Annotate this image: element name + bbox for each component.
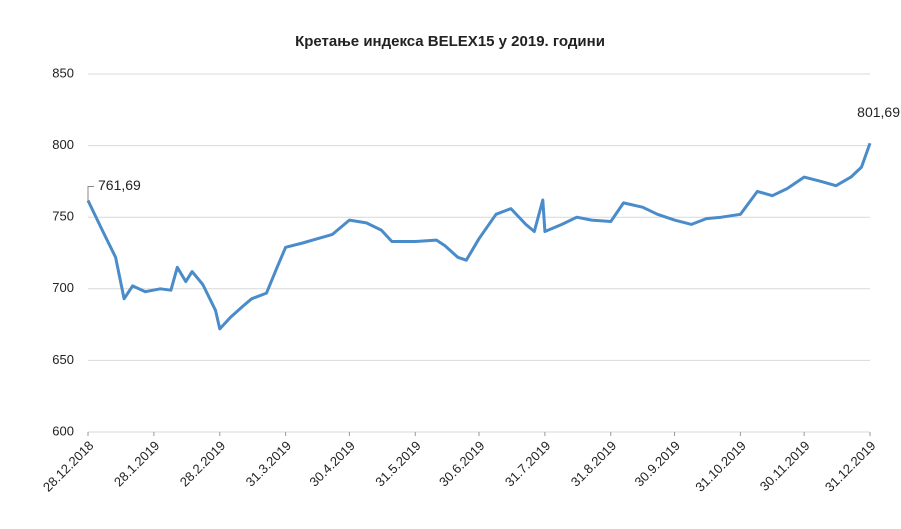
y-tick-label: 650 xyxy=(52,352,74,367)
x-tick-label: 31.7.2019 xyxy=(502,438,554,490)
x-tick-label: 30.6.2019 xyxy=(436,438,488,490)
x-tick-label: 30.9.2019 xyxy=(632,438,684,490)
y-tick-label: 600 xyxy=(52,423,74,438)
x-tick-label: 31.12.2019 xyxy=(822,438,879,495)
annotation-leader xyxy=(87,185,94,201)
x-tick-label: 28.12.2018 xyxy=(40,438,97,495)
x-tick-label: 31.5.2019 xyxy=(372,438,424,490)
x-tick-label: 30.11.2019 xyxy=(757,438,813,494)
chart-title: Кретање индекса BELEX15 у 2019. години xyxy=(295,33,605,50)
x-tick-label: 28.1.2019 xyxy=(111,438,163,490)
y-tick-label: 750 xyxy=(52,209,74,224)
y-tick-label: 800 xyxy=(52,137,74,152)
y-tick-label: 700 xyxy=(52,280,74,295)
annotation: 801,69 xyxy=(857,104,900,120)
x-tick-label: 30.4.2019 xyxy=(306,438,358,490)
y-tick-label: 850 xyxy=(52,65,74,80)
annotation: 761,69 xyxy=(98,177,141,193)
x-tick-label: 31.10.2019 xyxy=(692,438,749,495)
x-tick-label: 31.8.2019 xyxy=(568,438,620,490)
line xyxy=(86,142,872,331)
x-tick-label: 28.2.2019 xyxy=(177,438,229,490)
x-tick-label: 31.3.2019 xyxy=(243,438,295,490)
